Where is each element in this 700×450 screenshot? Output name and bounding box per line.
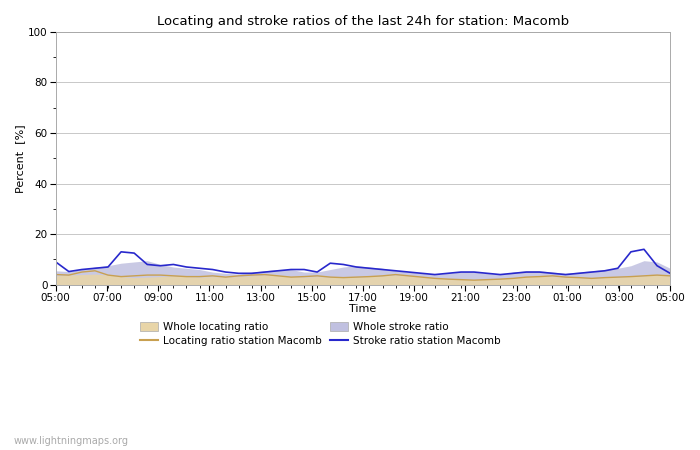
Y-axis label: Percent  [%]: Percent [%] — [15, 124, 25, 193]
Title: Locating and stroke ratios of the last 24h for station: Macomb: Locating and stroke ratios of the last 2… — [157, 15, 569, 28]
Text: www.lightningmaps.org: www.lightningmaps.org — [14, 436, 129, 446]
X-axis label: Time: Time — [349, 304, 377, 315]
Legend: Whole locating ratio, Locating ratio station Macomb, Whole stroke ratio, Stroke : Whole locating ratio, Locating ratio sta… — [136, 318, 505, 350]
